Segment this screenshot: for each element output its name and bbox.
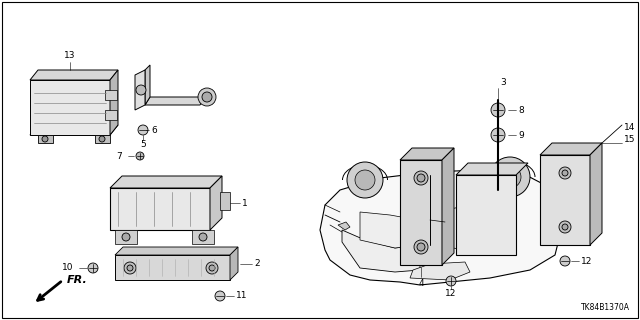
FancyBboxPatch shape xyxy=(540,155,590,245)
Text: 13: 13 xyxy=(64,51,76,60)
Circle shape xyxy=(560,256,570,266)
Text: 8: 8 xyxy=(518,106,524,115)
Circle shape xyxy=(127,265,133,271)
Polygon shape xyxy=(410,262,470,280)
Text: 3: 3 xyxy=(500,77,506,86)
Circle shape xyxy=(414,240,428,254)
Circle shape xyxy=(42,136,48,142)
Polygon shape xyxy=(30,80,110,135)
Polygon shape xyxy=(342,230,420,272)
Circle shape xyxy=(499,166,521,188)
Circle shape xyxy=(199,233,207,241)
Circle shape xyxy=(124,262,136,274)
Polygon shape xyxy=(430,205,510,250)
FancyBboxPatch shape xyxy=(115,255,230,280)
Polygon shape xyxy=(30,70,118,80)
Circle shape xyxy=(446,276,456,286)
Circle shape xyxy=(136,152,144,160)
Polygon shape xyxy=(338,222,350,230)
Polygon shape xyxy=(95,135,110,143)
Text: 9: 9 xyxy=(518,131,524,140)
Polygon shape xyxy=(590,143,602,245)
Polygon shape xyxy=(442,148,454,265)
Circle shape xyxy=(559,221,571,233)
FancyBboxPatch shape xyxy=(105,90,117,100)
Text: 10: 10 xyxy=(61,263,73,273)
Circle shape xyxy=(347,162,383,198)
Polygon shape xyxy=(145,97,205,105)
Circle shape xyxy=(417,243,425,251)
Circle shape xyxy=(414,171,428,185)
Text: 15: 15 xyxy=(624,134,636,143)
Circle shape xyxy=(202,92,212,102)
Polygon shape xyxy=(30,125,118,135)
Circle shape xyxy=(562,170,568,176)
Circle shape xyxy=(562,224,568,230)
Circle shape xyxy=(490,157,530,197)
FancyBboxPatch shape xyxy=(192,230,214,244)
Circle shape xyxy=(88,263,98,273)
Text: 4: 4 xyxy=(418,278,424,287)
Circle shape xyxy=(136,85,146,95)
Polygon shape xyxy=(230,247,238,280)
Polygon shape xyxy=(115,247,238,255)
Circle shape xyxy=(559,167,571,179)
Polygon shape xyxy=(360,212,420,248)
Polygon shape xyxy=(210,176,222,230)
Circle shape xyxy=(122,233,130,241)
Ellipse shape xyxy=(464,244,476,252)
Circle shape xyxy=(198,88,216,106)
Text: 12: 12 xyxy=(581,257,593,266)
Text: 2: 2 xyxy=(254,260,260,268)
FancyBboxPatch shape xyxy=(115,230,137,244)
Circle shape xyxy=(138,125,148,135)
FancyBboxPatch shape xyxy=(456,175,516,255)
FancyBboxPatch shape xyxy=(220,192,230,210)
Circle shape xyxy=(99,136,105,142)
FancyBboxPatch shape xyxy=(110,188,210,230)
Text: 6: 6 xyxy=(151,125,157,134)
Circle shape xyxy=(206,262,218,274)
Circle shape xyxy=(209,265,215,271)
Text: 11: 11 xyxy=(236,292,248,300)
FancyBboxPatch shape xyxy=(400,160,442,265)
Circle shape xyxy=(215,291,225,301)
FancyBboxPatch shape xyxy=(105,110,117,120)
Text: 5: 5 xyxy=(140,140,146,148)
Circle shape xyxy=(491,128,505,142)
Text: FR.: FR. xyxy=(67,275,88,285)
Polygon shape xyxy=(110,176,222,188)
Text: 1: 1 xyxy=(242,198,248,207)
Circle shape xyxy=(417,174,425,182)
Polygon shape xyxy=(320,170,560,285)
Polygon shape xyxy=(110,70,118,135)
Text: 12: 12 xyxy=(445,289,457,298)
Text: TK84B1370A: TK84B1370A xyxy=(581,303,630,312)
Circle shape xyxy=(355,170,375,190)
Polygon shape xyxy=(145,65,150,105)
Text: 7: 7 xyxy=(116,151,122,161)
Polygon shape xyxy=(400,148,454,160)
Polygon shape xyxy=(456,163,528,175)
Circle shape xyxy=(491,103,505,117)
Ellipse shape xyxy=(481,225,499,239)
Polygon shape xyxy=(540,143,602,155)
Text: 14: 14 xyxy=(624,123,636,132)
Polygon shape xyxy=(135,70,145,110)
Polygon shape xyxy=(38,135,53,143)
